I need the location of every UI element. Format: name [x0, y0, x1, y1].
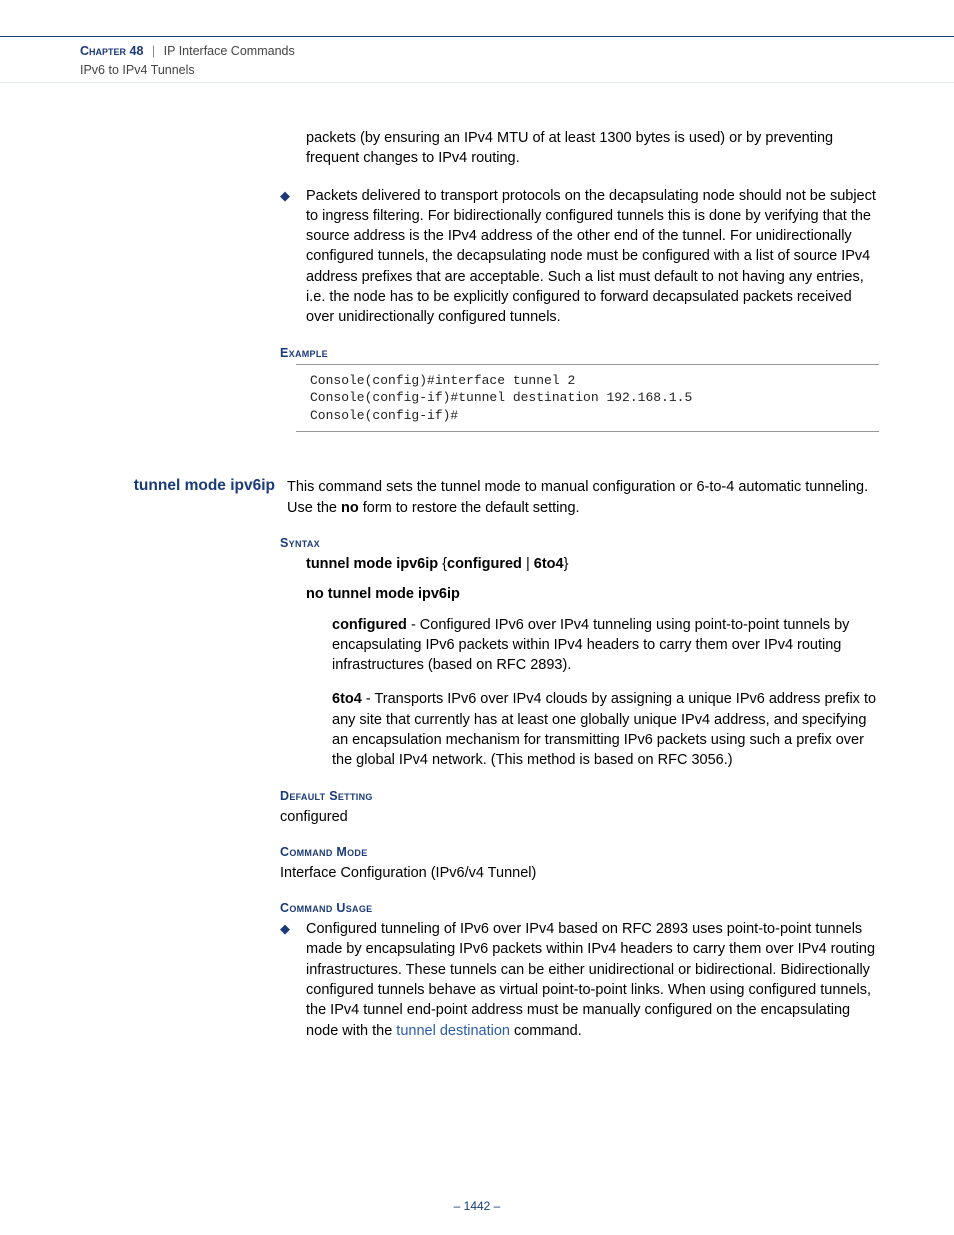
syntax-line-1: tunnel mode ipv6ip {configured | 6to4} — [306, 554, 879, 574]
p1-text: - Configured IPv6 over IPv4 tunneling us… — [332, 617, 849, 674]
page-header: Chapter 48 | IP Interface Commands IPv6 … — [80, 42, 295, 80]
chapter-label: Chapter — [80, 44, 126, 58]
param-6to4: 6to4 - Transports IPv6 over IPv4 clouds … — [332, 689, 879, 770]
link-tunnel-destination[interactable]: tunnel destination — [396, 1023, 510, 1039]
label-example: Example — [280, 346, 879, 360]
page-number: – 1442 – — [0, 1199, 954, 1213]
label-command-usage: Command Usage — [280, 901, 879, 915]
chapter-number: 48 — [130, 44, 144, 58]
cmd-desc-bold: no — [341, 500, 359, 516]
param-configured: configured - Configured IPv6 over IPv4 t… — [332, 615, 879, 676]
header-divider: | — [152, 44, 155, 58]
code-example: Console(config)#interface tunnel 2 Conso… — [296, 364, 879, 433]
default-setting-value: configured — [280, 807, 879, 827]
header-section: IP Interface Commands — [164, 44, 295, 58]
header-subsection: IPv6 to IPv4 Tunnels — [80, 61, 295, 80]
command-mode-value: Interface Configuration (IPv6/v4 Tunnel) — [280, 863, 879, 883]
syn-l1-p3: 6to4 — [534, 556, 564, 572]
cmd-desc-post: form to restore the default setting. — [359, 500, 580, 516]
usage1-post: command. — [510, 1023, 582, 1039]
paragraph-continuation: packets (by ensuring an IPv4 MTU of at l… — [306, 128, 879, 169]
header-underline — [0, 82, 954, 83]
command-title: tunnel mode ipv6ip — [80, 477, 275, 495]
bullet-ingress-filtering: Packets delivered to transport protocols… — [280, 186, 879, 328]
command-row: tunnel mode ipv6ip This command sets the… — [80, 477, 879, 518]
syn-l1-p1: tunnel mode ipv6ip — [306, 556, 442, 572]
label-command-mode: Command Mode — [280, 845, 879, 859]
p2-bold: 6to4 — [332, 691, 362, 707]
syn-l1-p2: configured — [447, 556, 522, 572]
top-border — [0, 36, 954, 37]
label-syntax: Syntax — [280, 536, 879, 550]
page-content: packets (by ensuring an IPv4 MTU of at l… — [0, 128, 954, 1058]
p1-bold: configured — [332, 617, 407, 633]
label-default-setting: Default Setting — [280, 789, 879, 803]
usage-bullet-1: Configured tunneling of IPv6 over IPv4 b… — [280, 919, 879, 1041]
p2-text: - Transports IPv6 over IPv4 clouds by as… — [332, 691, 876, 768]
syntax-line-2: no tunnel mode ipv6ip — [306, 584, 879, 604]
usage1-pre: Configured tunneling of IPv6 over IPv4 b… — [306, 921, 875, 1038]
syn-l2: no tunnel mode ipv6ip — [306, 586, 460, 602]
command-description: This command sets the tunnel mode to man… — [287, 477, 879, 518]
syn-brace-close: } — [564, 556, 569, 572]
syn-pipe: | — [522, 556, 534, 572]
